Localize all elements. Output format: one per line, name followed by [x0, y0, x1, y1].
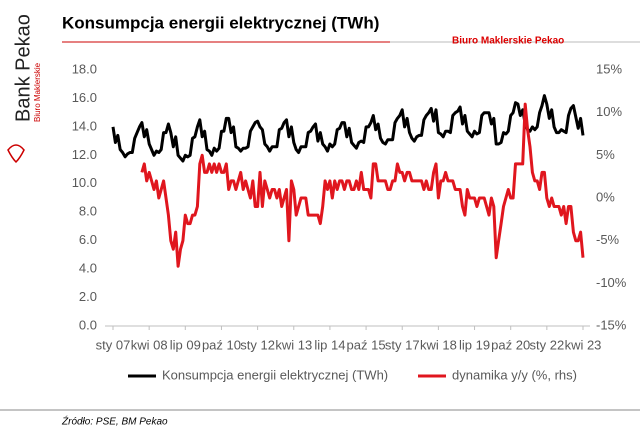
header-note: Biuro Maklerskie Pekao	[452, 36, 564, 47]
y2-tick-label: -15%	[596, 317, 627, 332]
y-tick-label: 12.0	[72, 147, 97, 162]
x-tick-label: paź 20	[491, 337, 530, 352]
y-tick-label: 2.0	[79, 289, 97, 304]
y-tick-label: 4.0	[79, 261, 97, 276]
x-tick-label: sty 07	[96, 337, 131, 352]
y-tick-label: 14.0	[72, 118, 97, 133]
x-tick-label: sty 17	[385, 337, 420, 352]
legend-label: Konsumpcja energii elektrycznej (TWh)	[162, 367, 388, 382]
chart-title: Konsumpcja energii elektrycznej (TWh)	[62, 13, 379, 32]
y-tick-label: 8.0	[79, 204, 97, 219]
x-tick-label: sty 12	[240, 337, 275, 352]
x-tick-label: paź 10	[202, 337, 241, 352]
y-tick-label: 0.0	[79, 317, 97, 332]
x-tick-label: paź 15	[347, 337, 386, 352]
x-tick-label: sty 22	[530, 337, 565, 352]
source: Źródło: PSE, BM Pekao	[61, 415, 168, 428]
x-tick-label: lip 09	[170, 337, 201, 352]
y2-tick-label: 5%	[596, 147, 615, 162]
brand-sub: Biuro Maklerskie	[33, 62, 42, 122]
logo-icon	[7, 144, 25, 164]
y2-tick-label: 15%	[596, 61, 622, 76]
x-tick-label: kwi 23	[565, 337, 602, 352]
y-tick-label: 10.0	[72, 175, 97, 190]
y2-tick-label: 0%	[596, 189, 615, 204]
x-tick-label: lip 14	[314, 337, 345, 352]
x-tick-label: kwi 08	[131, 337, 168, 352]
x-tick-label: kwi 13	[275, 337, 312, 352]
legend-label: dynamika y/y (%, rhs)	[452, 367, 577, 382]
y2-tick-label: -5%	[596, 232, 620, 247]
series-line	[111, 94, 585, 163]
y-tick-label: 6.0	[79, 232, 97, 247]
y2-tick-label: 10%	[596, 104, 622, 119]
x-tick-label: kwi 18	[420, 337, 457, 352]
y-tick-label: 16.0	[72, 90, 97, 105]
y2-tick-label: -10%	[596, 275, 627, 290]
y-tick-label: 18.0	[72, 61, 97, 76]
x-tick-label: lip 19	[459, 337, 490, 352]
series-line	[140, 102, 585, 268]
brand: Bank Pekao	[12, 14, 34, 122]
